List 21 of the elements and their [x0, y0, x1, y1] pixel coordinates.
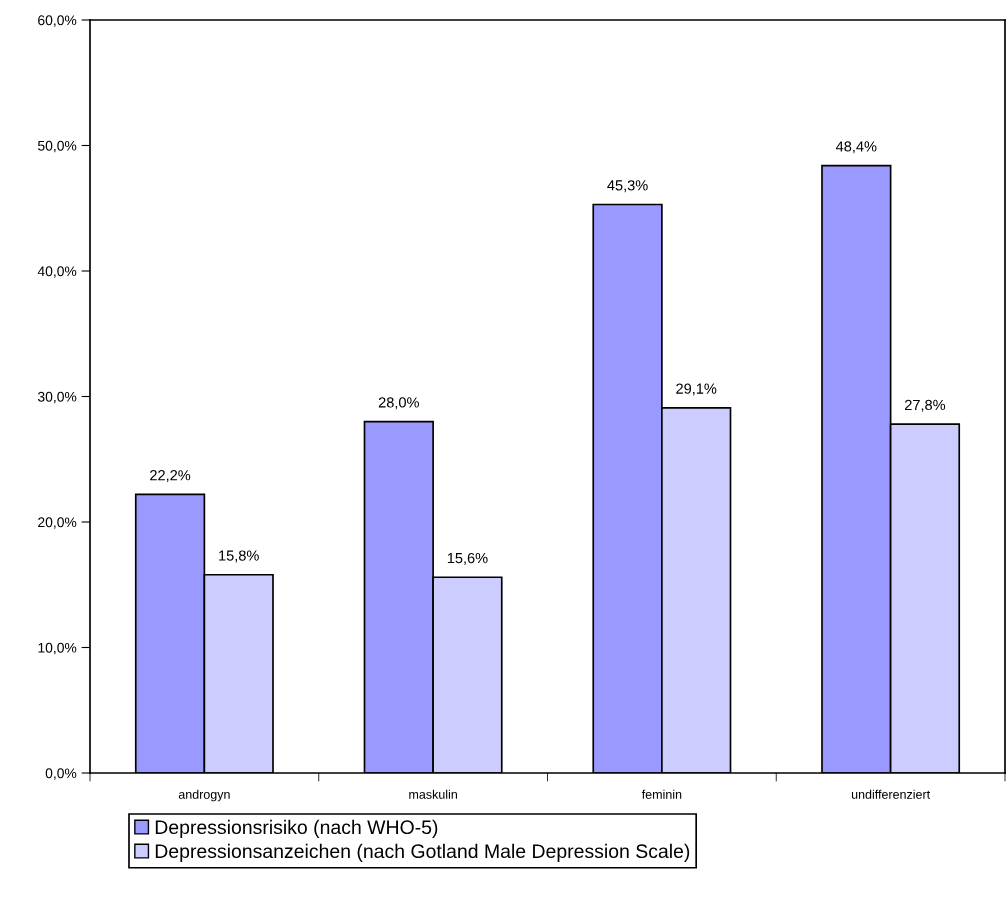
x-tick-label: feminin [641, 789, 682, 799]
data-label: 27,8% [905, 399, 946, 412]
data-label: 15,6% [447, 552, 488, 565]
legend-label: Depressionsanzeichen (nach Gotland Male Depression Scale) [155, 843, 690, 862]
y-tick-label: 10,0% [38, 642, 77, 655]
legend-label: Depressionsrisiko (nach WHO-5) [155, 819, 438, 838]
data-label: 15,8% [219, 550, 259, 563]
x-tick-label: androgyn [178, 789, 230, 802]
y-tick-label: 20,0% [38, 517, 77, 529]
y-tick-label: 50,0% [37, 140, 77, 153]
data-label: 45,3% [607, 180, 648, 193]
data-label: 28,0% [378, 397, 419, 410]
data-label: 22,2% [150, 470, 191, 483]
y-tick-label: 60,0% [38, 15, 77, 27]
x-tick-label: maskulin [409, 789, 457, 799]
y-tick-label: 30,0% [37, 391, 77, 404]
x-tick-label: undifferenziert [851, 789, 931, 799]
data-label: 29,1% [676, 383, 717, 396]
y-tick-label: 0,0% [45, 768, 77, 780]
data-label: 48,4% [835, 141, 877, 154]
y-tick-label: 40,0% [37, 266, 77, 278]
